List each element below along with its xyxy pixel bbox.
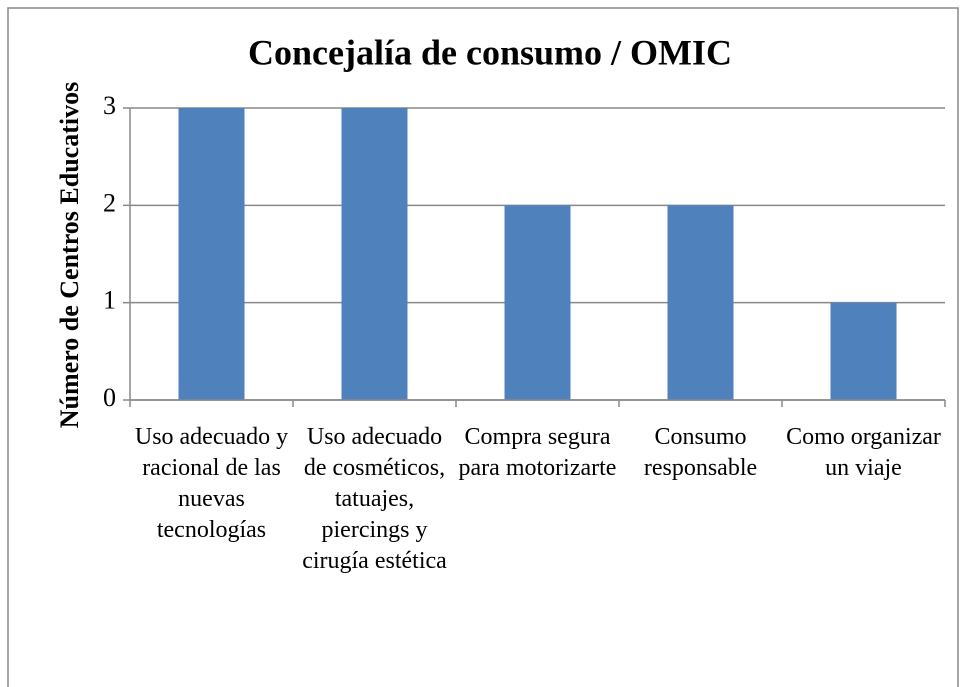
y-tick-label: 0 [103,383,116,412]
x-tick-label: Uso adecuado de cosméticos, tatuajes, pi… [302,424,447,574]
y-axis-label: Número de Centros Educativos [55,82,84,428]
bar [341,108,408,400]
x-tick-label: Como organizar un viaje [786,424,941,481]
x-tick-label: Compra segura para motorizarte [458,424,617,481]
y-tick-label: 2 [103,188,116,217]
chart-title: Concejalía de consumo / OMIC [248,32,732,72]
y-tick-label: 3 [103,91,116,120]
bar [667,205,734,400]
bar [830,302,897,400]
x-tick-label: Consumo responsable [643,424,758,481]
x-tick-label: Uso adecuado y racional de las nuevas te… [134,424,289,543]
chart-border [7,7,959,687]
bar [504,205,571,400]
bar [178,108,245,400]
y-tick-label: 1 [103,286,116,315]
